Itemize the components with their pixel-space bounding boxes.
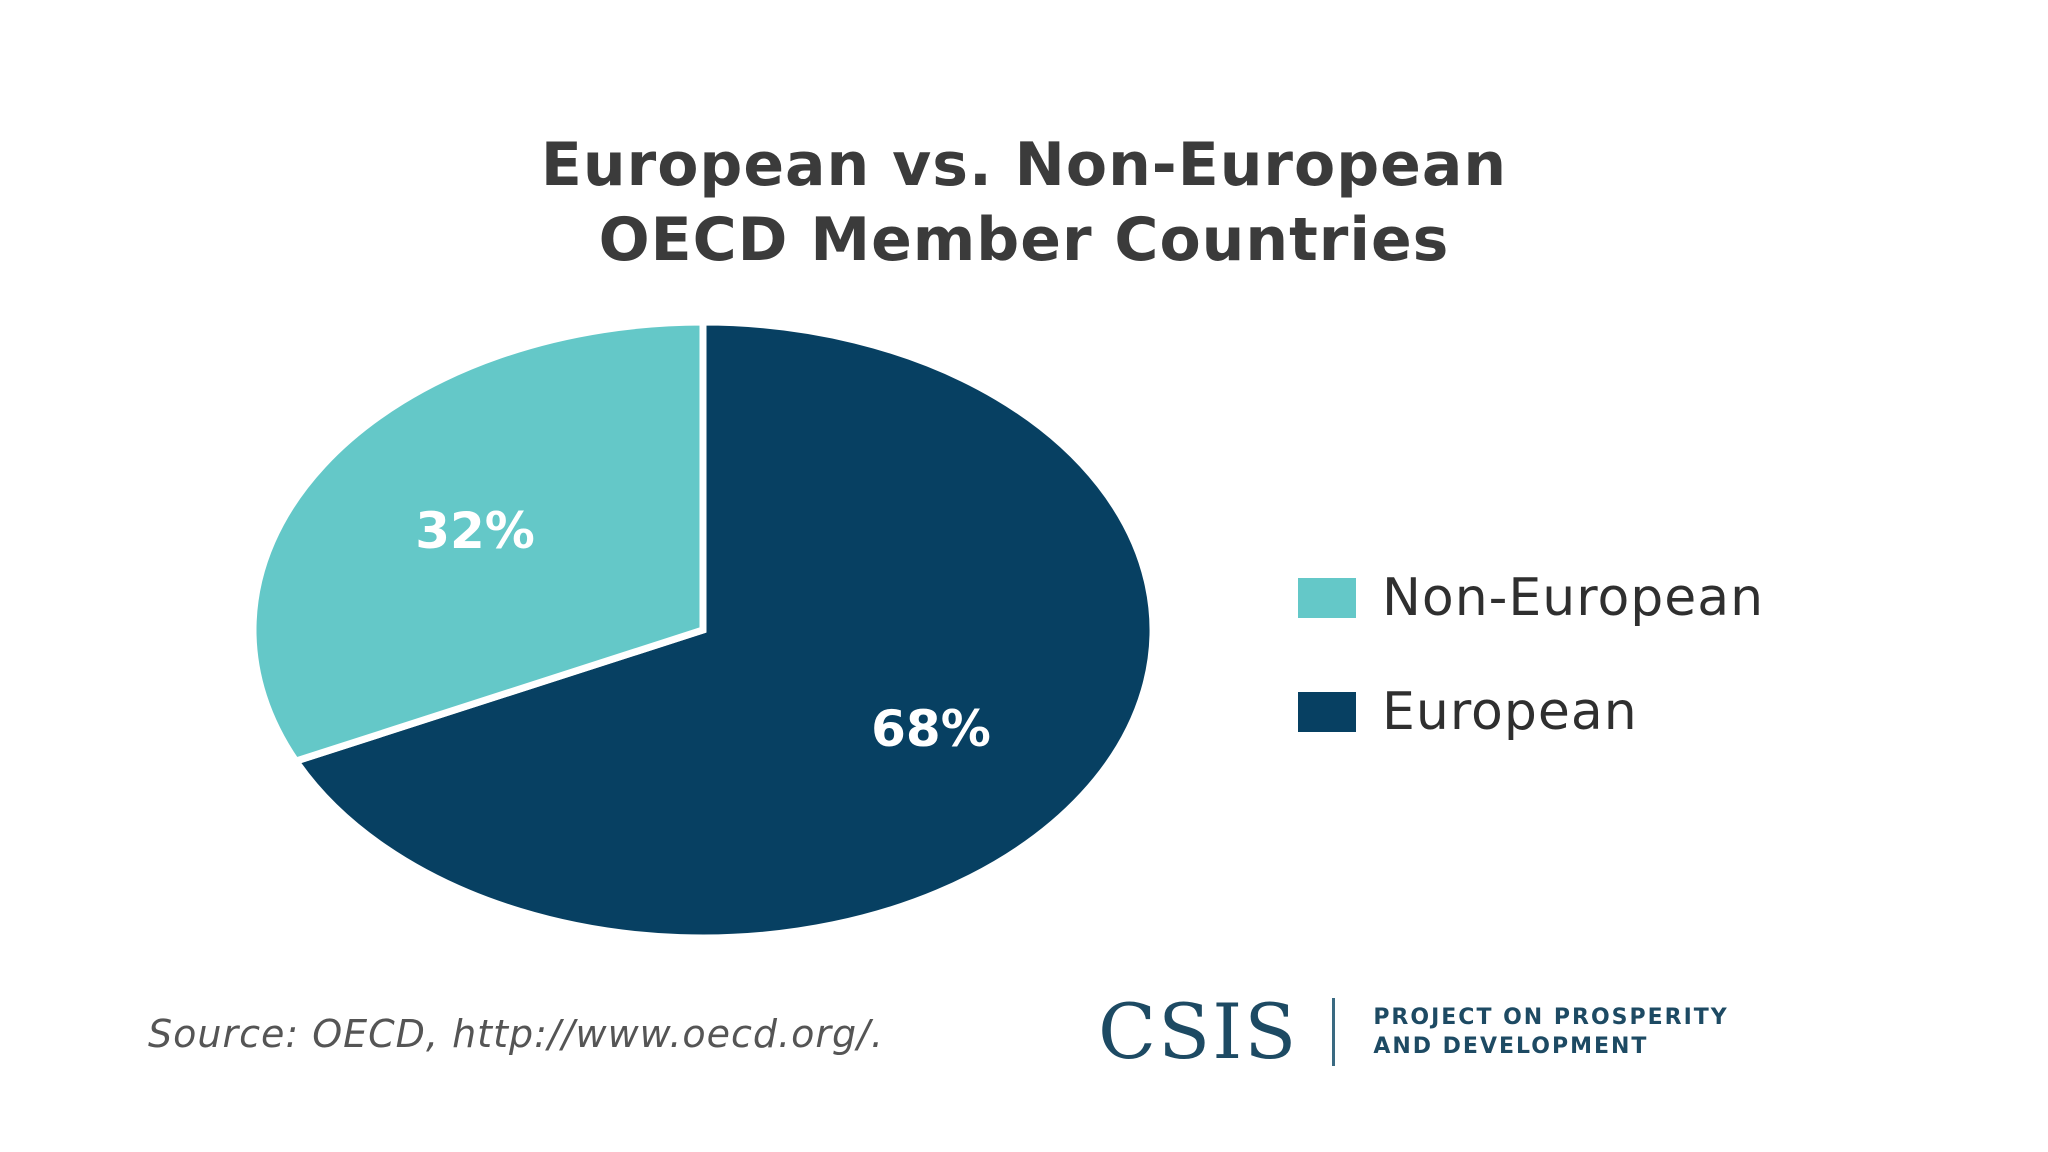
chart-title-line-2: OECD Member Countries [598,205,1450,275]
logo-subtitle: PROJECT ON PROSPERITY AND DEVELOPMENT [1373,1003,1728,1061]
pie-slices [249,318,1157,942]
pie-slice-non-european [249,318,707,766]
legend-label-european: European [1382,682,1638,742]
legend-item-european: European [1298,682,1638,742]
chart-title-line-1: European vs. Non-European [540,130,1508,200]
pie-slice-european [290,318,1157,942]
logo-subtitle-line-1: PROJECT ON PROSPERITY [1373,1005,1729,1030]
logo-divider [1332,998,1336,1066]
chart-title: European vs. Non-European OECD Member Co… [0,128,2048,278]
source-note: Source: OECD, http://www.oecd.org/. [148,1012,884,1056]
logo-subtitle-line-2: AND DEVELOPMENT [1373,1034,1649,1059]
legend-swatch-non-european [1298,578,1356,618]
legend-swatch-european [1298,692,1356,732]
pie-labels: 68% 32% [415,502,991,758]
legend-label-non-european: Non-European [1382,568,1765,628]
pie-label-non-european: 32% [415,502,535,560]
logo-mark: CSIS [1098,987,1299,1076]
pie-label-european: 68% [871,700,991,758]
csis-logo: CSIS PROJECT ON PROSPERITY AND DEVELOPME… [1098,994,1729,1070]
legend-item-non-european: Non-European [1298,568,1764,628]
